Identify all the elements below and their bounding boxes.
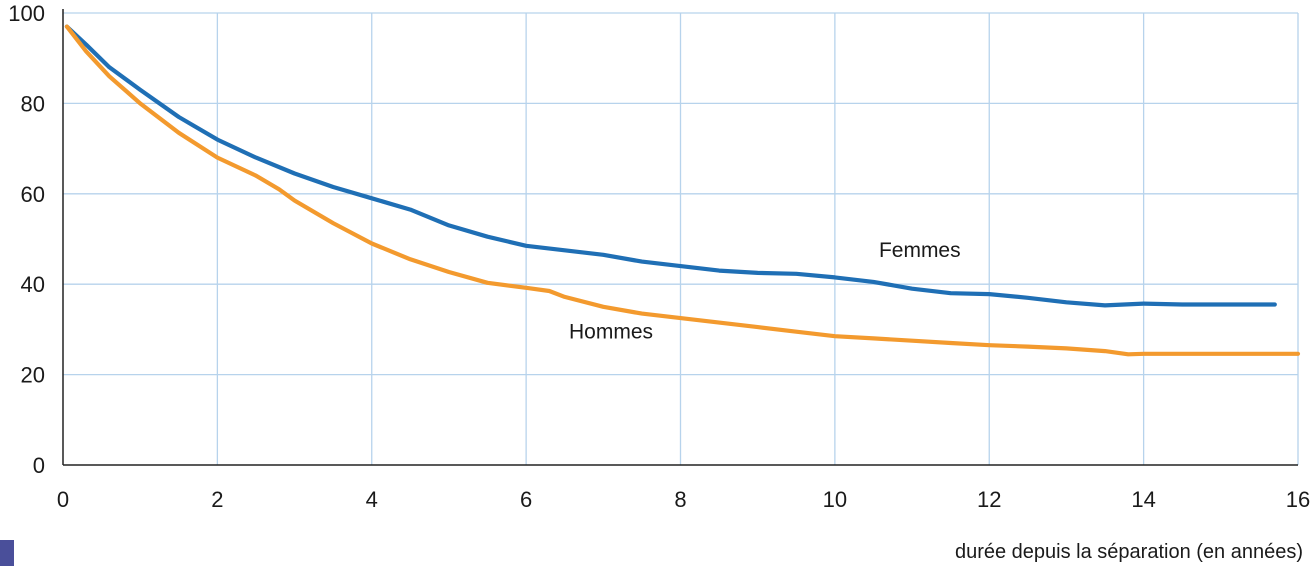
y-tick-label: 40 [21, 272, 45, 297]
chart-series [64, 24, 1301, 357]
corner-decoration [0, 540, 14, 566]
y-tick-label: 20 [21, 363, 45, 388]
y-tick-label: 60 [21, 182, 45, 207]
x-tick-label: 4 [366, 487, 378, 512]
x-tick-label: 12 [977, 487, 1001, 512]
series-annotation: Hommes [569, 320, 653, 343]
y-tick-label: 80 [21, 91, 45, 116]
x-tick-label: 14 [1131, 487, 1155, 512]
chart-grid [63, 12, 1299, 465]
chart-axes [62, 9, 1298, 466]
x-tick-label: 16 [1286, 487, 1310, 512]
chart-annotations: Femmes Hommes [569, 239, 961, 343]
x-tick-label: 6 [520, 487, 532, 512]
y-tick-label: 0 [33, 453, 45, 478]
series-line-hommes [64, 24, 1301, 357]
x-axis-label: durée depuis la séparation (en années) [955, 541, 1303, 563]
chart-tick-labels: 0 2 4 6 8 10 12 14 16 0 20 40 60 80 100 [8, 1, 1310, 512]
series-annotation: Femmes [879, 239, 961, 262]
x-tick-label: 8 [674, 487, 686, 512]
series-line-femmes [64, 24, 1277, 308]
y-tick-label: 100 [8, 1, 45, 26]
x-tick-label: 0 [57, 487, 69, 512]
x-tick-label: 2 [211, 487, 223, 512]
x-tick-label: 10 [823, 487, 847, 512]
